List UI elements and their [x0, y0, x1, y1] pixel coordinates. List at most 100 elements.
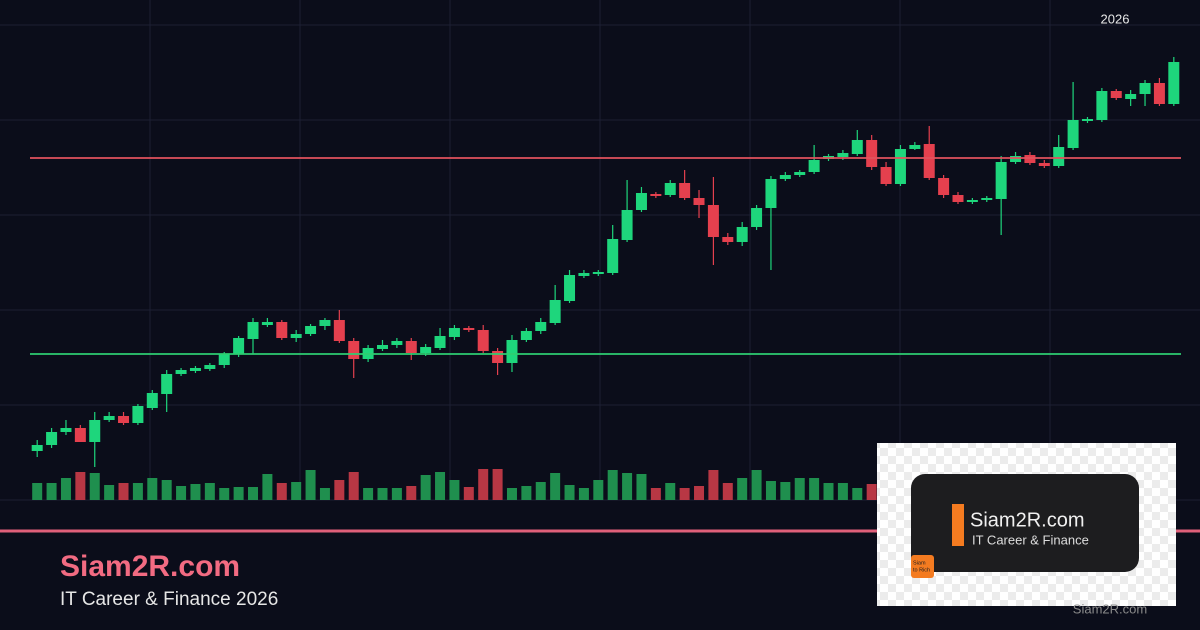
watermark: Siam2R.com [1073, 601, 1147, 616]
volume-bar [478, 469, 489, 500]
candle-body [1053, 147, 1065, 166]
year-label: 2026 [1101, 11, 1130, 26]
candle-body [233, 338, 245, 354]
candle-body [995, 162, 1007, 199]
volume-bar [391, 488, 402, 500]
candle-body [103, 416, 115, 420]
candle-body [204, 365, 216, 369]
candle-body [1168, 62, 1180, 104]
candle-body [808, 160, 820, 172]
candle-body [1153, 83, 1165, 104]
candle-body [765, 179, 777, 208]
volume-bar [46, 483, 57, 500]
volume-bar [406, 486, 417, 500]
volume-bar [578, 488, 589, 500]
volume-bar [737, 478, 748, 500]
candle-body [376, 345, 388, 349]
volume-bar [104, 485, 115, 500]
candle-body [1096, 91, 1108, 120]
candle-body [736, 227, 748, 242]
candle-body [492, 351, 504, 363]
candle-body [89, 420, 101, 442]
candle-body [261, 322, 273, 325]
volume-bar [794, 478, 805, 500]
candle-body [506, 340, 518, 363]
volume-bar [262, 474, 273, 500]
candle-body [391, 341, 403, 345]
badge-text: to Rich [913, 567, 930, 573]
volume-bar [521, 486, 532, 500]
footer-subtitle: IT Career & Finance 2026 [60, 589, 278, 610]
volume-bar [622, 473, 633, 500]
candle-body [218, 354, 230, 365]
candle-body [434, 336, 446, 348]
volume-bar [809, 478, 820, 500]
volume-bar [147, 478, 158, 500]
volume-bar [506, 488, 517, 500]
candle-body [74, 428, 86, 442]
candle-body [938, 178, 950, 195]
candle-body [31, 445, 43, 451]
volume-bar [118, 483, 129, 500]
candle-body [851, 140, 863, 154]
candle-body [146, 393, 158, 408]
volume-bar [161, 480, 172, 500]
volume-bar [449, 480, 460, 500]
candle-body [1081, 119, 1093, 121]
candle-body [535, 322, 547, 331]
volume-bar [435, 472, 446, 500]
logo-title: Siam2R.com [970, 509, 1084, 531]
candle-body [247, 322, 259, 339]
volume-bar [248, 487, 259, 500]
candle-body [592, 272, 604, 274]
candle-body [607, 239, 619, 273]
candle-body [621, 210, 633, 240]
candle-body [290, 334, 302, 338]
candle-body [952, 195, 964, 202]
candle-body [1110, 91, 1122, 98]
volume-bar [32, 483, 43, 500]
candle-body [1125, 94, 1137, 99]
candle-body [333, 320, 345, 341]
volume-bar [535, 482, 546, 500]
volume-bar [377, 488, 388, 500]
volume-bar [823, 483, 834, 500]
candle-body [880, 167, 892, 184]
candle-body [405, 341, 417, 353]
candle-body [1038, 163, 1050, 166]
volume-bar [837, 483, 848, 500]
candle-body [549, 300, 561, 323]
candle-body [650, 194, 662, 196]
candle-body [1067, 120, 1079, 148]
candle-body [923, 144, 935, 178]
volume-bar [679, 488, 690, 500]
candle-body [635, 193, 647, 210]
candle-body [981, 198, 993, 200]
volume-bar [636, 474, 647, 500]
volume-bar [765, 481, 776, 500]
volume-bar [305, 470, 316, 500]
logo-bar [952, 504, 964, 546]
volume-bar [276, 483, 287, 500]
candle-body [319, 320, 331, 326]
candle-body [46, 432, 58, 445]
volume-bar [291, 482, 302, 500]
volume-bar [219, 488, 230, 500]
candle-body [448, 328, 460, 337]
candle-body [60, 428, 72, 432]
candle-body [477, 330, 489, 351]
volume-bar [319, 488, 330, 500]
volume-bar [420, 475, 431, 500]
candle-body [679, 183, 691, 198]
volume-bar [650, 488, 661, 500]
candle-body [722, 237, 734, 242]
volume-bar [593, 480, 604, 500]
plot [30, 57, 1181, 500]
candle-body [175, 370, 187, 374]
volume-bar [866, 484, 877, 500]
logo-badge [911, 555, 934, 578]
candle-body [866, 140, 878, 167]
volume-bar [564, 485, 575, 500]
volume-bar [751, 470, 762, 500]
